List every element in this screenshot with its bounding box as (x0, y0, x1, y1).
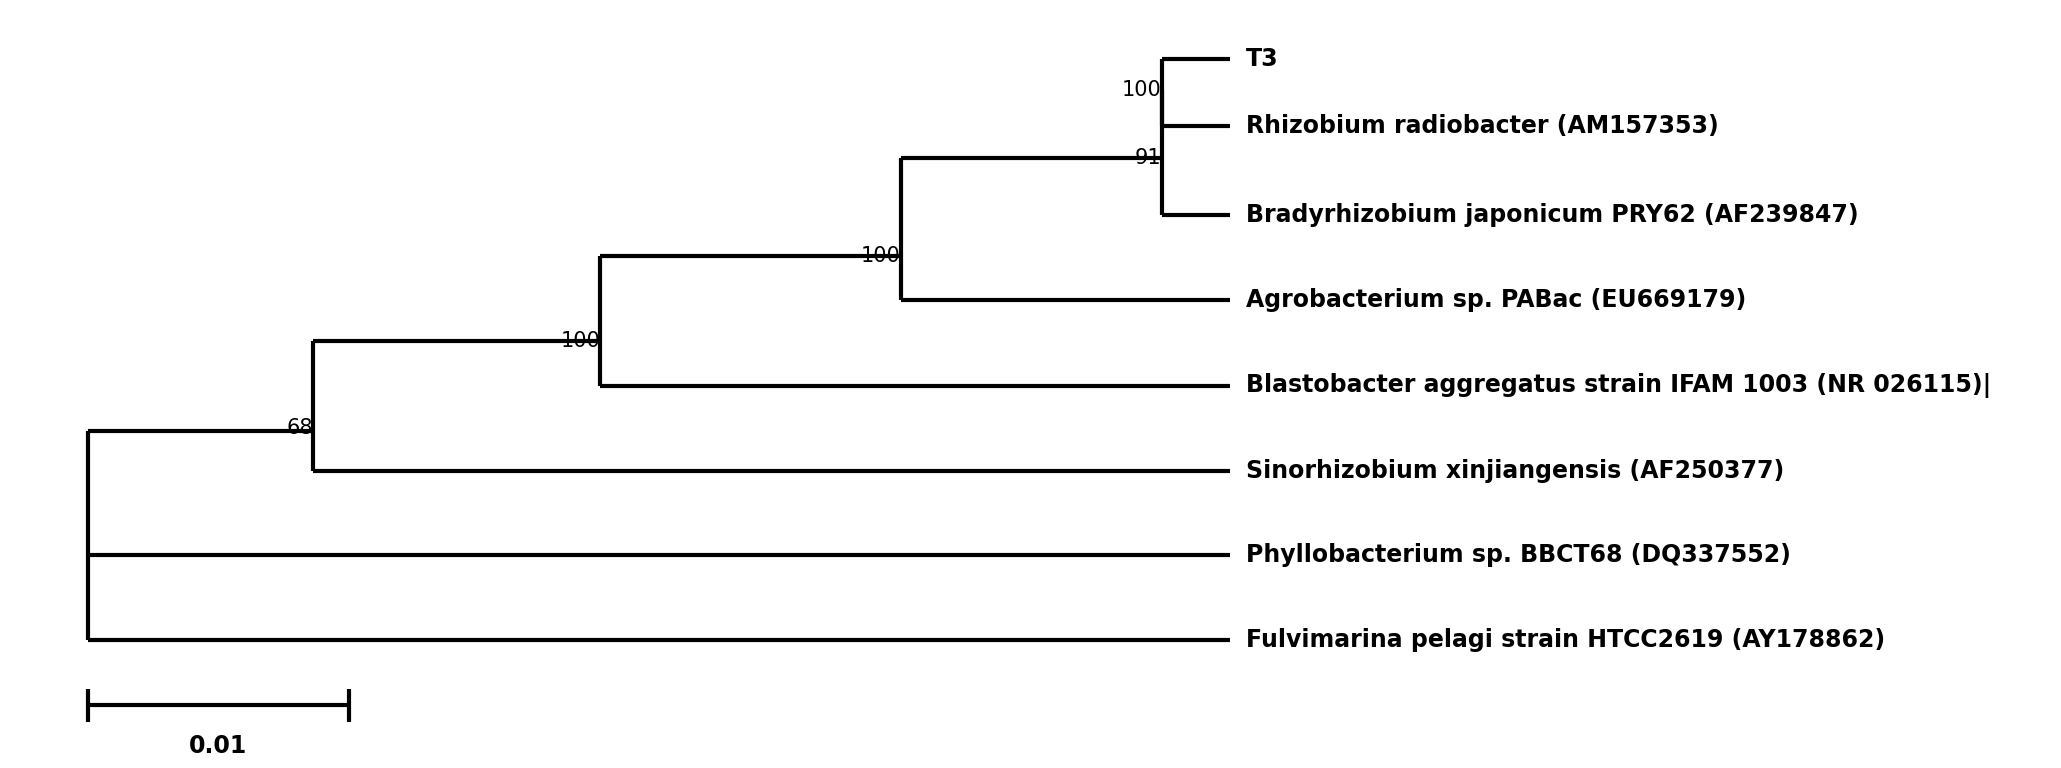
Text: Blastobacter aggregatus strain IFAM 1003 (NR 026115)|: Blastobacter aggregatus strain IFAM 1003… (1247, 373, 1991, 399)
Text: 100: 100 (1121, 80, 1162, 100)
Text: 91: 91 (1136, 147, 1162, 167)
Text: Agrobacterium sp. PABac (EU669179): Agrobacterium sp. PABac (EU669179) (1247, 289, 1746, 313)
Text: 100: 100 (861, 246, 901, 266)
Text: Bradyrhizobium japonicum PRY62 (AF239847): Bradyrhizobium japonicum PRY62 (AF239847… (1247, 203, 1859, 227)
Text: Fulvimarina pelagi strain HTCC2619 (AY178862): Fulvimarina pelagi strain HTCC2619 (AY17… (1247, 628, 1886, 652)
Text: 68: 68 (286, 419, 313, 439)
Text: T3: T3 (1247, 47, 1278, 71)
Text: 0.01: 0.01 (190, 733, 247, 758)
Text: Rhizobium radiobacter (AM157353): Rhizobium radiobacter (AM157353) (1247, 114, 1719, 137)
Text: 100: 100 (561, 331, 600, 351)
Text: Sinorhizobium xinjiangensis (AF250377): Sinorhizobium xinjiangensis (AF250377) (1247, 459, 1785, 483)
Text: Phyllobacterium sp. BBCT68 (DQ337552): Phyllobacterium sp. BBCT68 (DQ337552) (1247, 544, 1791, 568)
